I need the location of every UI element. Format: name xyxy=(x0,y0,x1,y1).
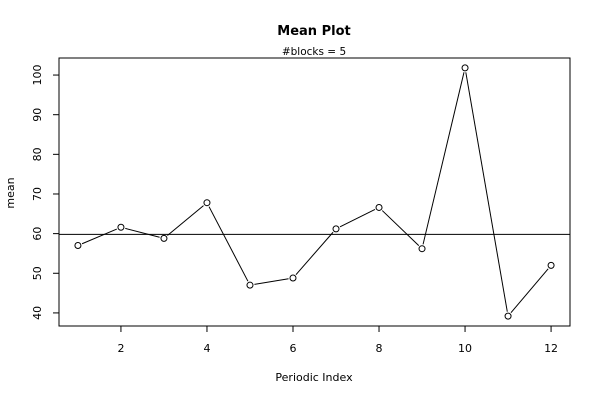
series-segment xyxy=(465,72,508,312)
data-point xyxy=(418,245,426,253)
chart-title: Mean Plot xyxy=(277,24,350,39)
data-point xyxy=(246,281,254,289)
series-mean xyxy=(74,64,555,320)
x-tick-label: 6 xyxy=(289,342,296,355)
data-point xyxy=(332,225,340,233)
x-tick-label: 8 xyxy=(376,342,383,355)
y-tick-label: 100 xyxy=(31,65,44,86)
chart-subtitle: #blocks = 5 xyxy=(282,46,346,58)
y-tick-label: 60 xyxy=(31,227,44,241)
y-tick-label: 80 xyxy=(31,147,44,161)
data-point xyxy=(74,242,82,250)
series-segment xyxy=(254,278,289,285)
x-tick-label: 2 xyxy=(117,342,124,355)
data-point xyxy=(160,234,168,242)
series-segment xyxy=(208,206,249,282)
series-segment xyxy=(339,209,376,228)
series-segment xyxy=(81,228,117,245)
y-tick-label: 40 xyxy=(31,306,44,320)
data-point xyxy=(375,203,383,211)
data-point xyxy=(203,199,211,207)
series-segment xyxy=(295,231,334,275)
data-point xyxy=(117,223,125,231)
series-segment xyxy=(422,72,465,245)
x-axis: 2 4 6 8 10 12 xyxy=(117,326,558,355)
data-point xyxy=(461,64,469,72)
series-segment xyxy=(510,268,549,313)
data-point xyxy=(504,312,512,320)
plot-box xyxy=(58,57,571,327)
x-tick-label: 10 xyxy=(458,342,472,355)
y-tick-label: 70 xyxy=(31,187,44,201)
y-axis-label: mean xyxy=(4,177,17,208)
series-segment xyxy=(381,210,420,246)
x-axis-label: Periodic Index xyxy=(275,371,353,384)
y-axis: 40 50 60 70 80 90 100 xyxy=(31,65,59,320)
y-tick-label: 90 xyxy=(31,108,44,122)
data-point xyxy=(289,274,297,282)
series-segment xyxy=(167,205,204,236)
data-point xyxy=(547,261,555,269)
series-segment xyxy=(125,227,160,238)
x-tick-label: 4 xyxy=(203,342,210,355)
y-tick-label: 50 xyxy=(31,266,44,280)
x-tick-label: 12 xyxy=(544,342,558,355)
